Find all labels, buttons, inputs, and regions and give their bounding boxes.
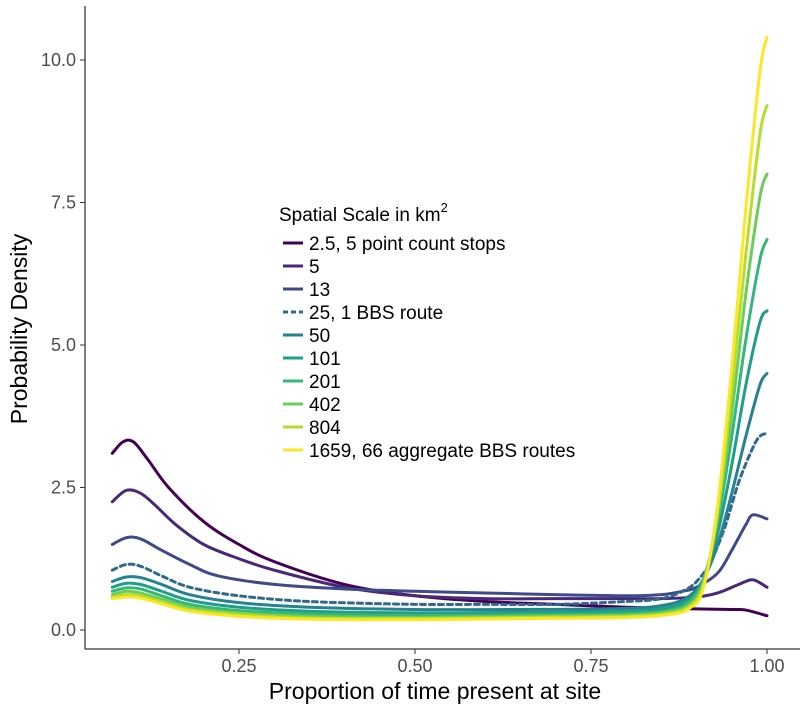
legend-label: 25, 1 BBS route <box>309 303 443 324</box>
y-tick-label: 5.0 <box>51 335 76 355</box>
x-axis-title: Proportion of time present at site <box>269 678 601 704</box>
x-tick-label: 0.50 <box>397 656 432 676</box>
legend-title-superscript: 2 <box>441 200 448 215</box>
plot-lines <box>110 35 769 622</box>
series-line-2 <box>110 488 769 601</box>
legend-label: 201 <box>309 372 341 393</box>
y-tick-label: 0.0 <box>51 620 76 640</box>
y-tick-label: 7.5 <box>51 193 76 213</box>
series-line-3 <box>110 513 769 598</box>
y-ticks: 0.0 2.5 5.0 7.5 10.0 <box>41 50 85 640</box>
axes <box>84 6 800 650</box>
y-tick-label: 2.5 <box>51 478 76 498</box>
series-line-1 <box>110 438 769 618</box>
legend-label: 13 <box>309 280 330 301</box>
series-line-6 <box>110 309 769 615</box>
y-tick-label: 10.0 <box>41 50 76 70</box>
legend-label: 101 <box>309 349 341 370</box>
series-line-10 <box>110 35 769 622</box>
legend-label: 1659, 66 aggregate BBS routes <box>309 441 575 462</box>
series-line-9 <box>110 104 769 621</box>
x-tick-label: 1.00 <box>749 656 784 676</box>
x-ticks: 0.25 0.50 0.75 1.00 <box>221 649 785 676</box>
series-line-7 <box>110 238 769 618</box>
legend-label: 402 <box>309 395 341 416</box>
x-tick-label: 0.75 <box>573 656 608 676</box>
legend-title: Spatial Scale in km2 <box>279 200 448 226</box>
legend-label: 2.5, 5 point count stops <box>309 234 505 255</box>
legend-label: 5 <box>309 257 320 278</box>
series-line-4 <box>110 431 769 607</box>
legend-label: 804 <box>309 418 341 439</box>
series-line-5 <box>110 372 769 612</box>
legend-label: 50 <box>309 326 330 347</box>
legend: Spatial Scale in km2 2.5, 5 point count … <box>279 200 575 462</box>
x-tick-label: 0.25 <box>221 656 256 676</box>
y-axis-title: Probability Density <box>6 233 32 424</box>
